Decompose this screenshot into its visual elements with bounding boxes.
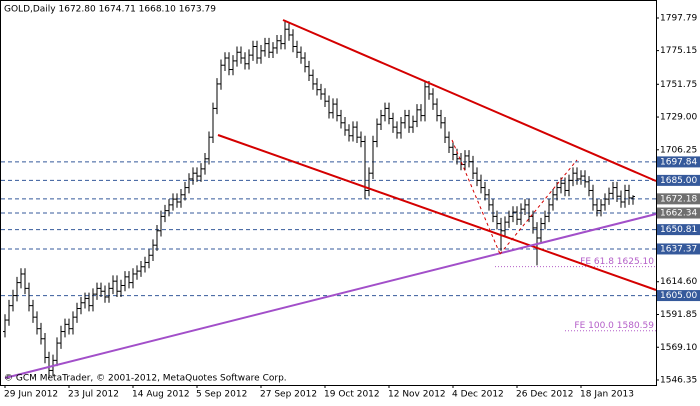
y-tick-label: 1706.25 xyxy=(660,145,697,155)
x-tick-label: 19 Oct 2012 xyxy=(324,390,380,400)
chart-title: GOLD,Daily 1672.80 1674.71 1668.10 1673.… xyxy=(4,5,216,15)
level-label-box xyxy=(657,174,700,186)
fibo-leg xyxy=(499,159,578,255)
y-tick-label: 1591.85 xyxy=(660,310,697,320)
support-line xyxy=(4,213,657,379)
x-tick-label: 26 Dec 2012 xyxy=(516,390,574,400)
x-tick-label: 14 Aug 2012 xyxy=(132,390,190,400)
x-tick-label: 4 Dec 2012 xyxy=(452,390,504,400)
y-tick-label: 1729.00 xyxy=(660,113,697,123)
copyright: © GCM MetaTrader, © 2001-2012, MetaQuote… xyxy=(4,374,287,384)
level-label: 1697.84 xyxy=(660,157,697,167)
y-tick-label: 1797.79 xyxy=(660,14,697,24)
x-tick-label: 29 Jun 2012 xyxy=(4,390,58,400)
y-tick-label: 1614.60 xyxy=(660,277,697,287)
x-tick-label: 5 Sep 2012 xyxy=(196,390,247,400)
level-label-box xyxy=(657,156,700,168)
x-tick-label: 18 Jan 2013 xyxy=(580,390,634,400)
levels: 1697.84 1685.00 1672.18 1662.34 1650.81 1637.… xyxy=(1,156,700,332)
level-label: 1637.37 xyxy=(660,244,697,254)
fe-label: FE 61.8 1625.10 xyxy=(580,257,654,267)
level-label: 1605.00 xyxy=(660,291,697,301)
fe-label: FE 100.0 1580.59 xyxy=(574,321,654,331)
x-tick-label: 12 Nov 2012 xyxy=(388,390,446,400)
x-tick-label: 27 Sep 2012 xyxy=(260,390,317,400)
y-tick-label: 1775.15 xyxy=(660,46,697,56)
level-label: 1685.00 xyxy=(660,176,697,186)
y-tick-label: 1751.75 xyxy=(660,80,697,90)
bars xyxy=(3,20,635,378)
x-tick-label: 23 Jul 2012 xyxy=(68,390,119,400)
y-tick-label: 1546.35 xyxy=(660,376,697,386)
plot-frame xyxy=(0,0,657,386)
y-tick-label: 1569.10 xyxy=(660,343,697,353)
level-label-box xyxy=(657,207,700,219)
level-label: 1672.18 xyxy=(660,194,697,204)
level-label-box xyxy=(657,224,700,236)
level-label-box xyxy=(657,243,700,255)
fibo-leg xyxy=(451,139,501,255)
level-label: 1650.81 xyxy=(660,225,697,235)
channel-lower xyxy=(217,134,657,291)
level-label: 1662.34 xyxy=(660,209,697,219)
level-label-box xyxy=(657,290,700,302)
channel-upper xyxy=(282,19,657,182)
level-label-box xyxy=(657,193,700,205)
